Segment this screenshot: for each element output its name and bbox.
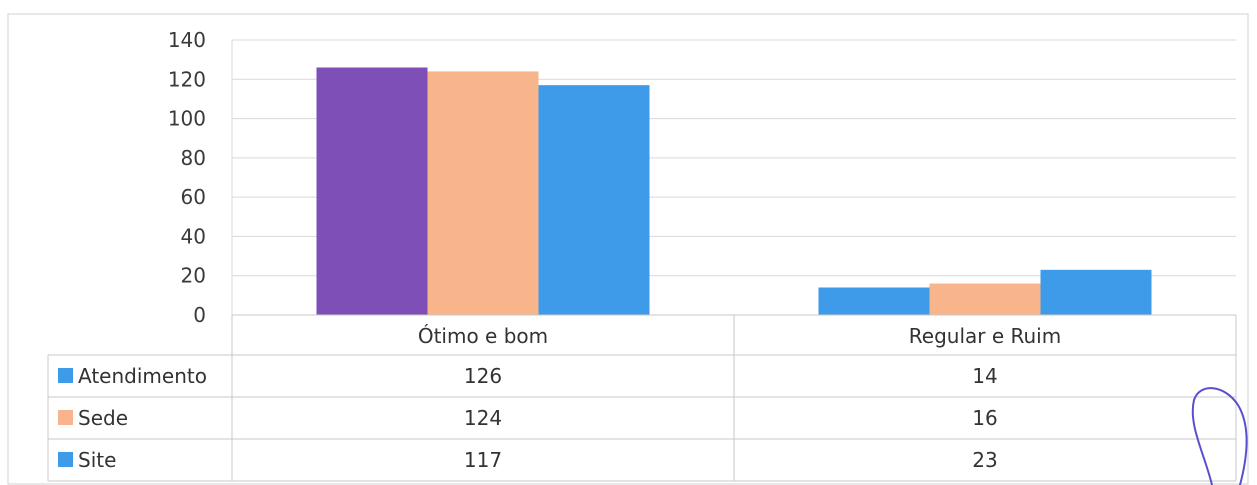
- bar-sede-1: [427, 71, 539, 315]
- data-label-sede-1: 124: [464, 406, 502, 430]
- handwritten-mark: [1191, 387, 1248, 485]
- y-tick-label: 140: [168, 28, 206, 52]
- bar-atendimento-1: [316, 67, 428, 315]
- bar-atendimento-2: [818, 287, 930, 315]
- chart-frame: [7, 13, 1249, 485]
- data-label-site-2: 23: [972, 448, 997, 472]
- data-table: Ótimo e bom Regular e Ruim Atendimento 126 1…: [47, 314, 1237, 482]
- data-label-sede-2: 16: [972, 406, 997, 430]
- y-tick-label: 100: [168, 107, 206, 131]
- bar-site-2: [1040, 269, 1152, 315]
- data-label-atendimento-1: 126: [464, 364, 502, 388]
- chart-outer-border: [7, 13, 1249, 485]
- bar-site-1: [538, 85, 650, 315]
- x-category-label: Regular e Ruim: [909, 324, 1061, 348]
- y-tick-label: 0: [193, 303, 206, 327]
- x-category-label: Ótimo e bom: [418, 324, 548, 348]
- legend-label-site: Site: [78, 448, 116, 472]
- data-label-site-1: 117: [464, 448, 502, 472]
- legend-key-site: [58, 452, 73, 467]
- ink-annotation: [1191, 387, 1248, 485]
- y-axis-ticks: 0 20 40 60 80 100 120 140: [168, 28, 206, 327]
- data-label-atendimento-2: 14: [972, 364, 997, 388]
- y-tick-label: 60: [181, 185, 206, 209]
- y-tick-label: 40: [181, 224, 206, 248]
- y-tick-label: 20: [181, 264, 206, 288]
- legend-key-sede: [58, 410, 73, 425]
- y-tick-label: 80: [181, 146, 206, 170]
- y-tick-label: 120: [168, 67, 206, 91]
- legend-key-atendimento: [58, 368, 73, 383]
- legend-label-sede: Sede: [78, 406, 128, 430]
- bar-sede-2: [929, 283, 1041, 315]
- bars: [316, 67, 1152, 315]
- legend-label-atendimento: Atendimento: [78, 364, 207, 388]
